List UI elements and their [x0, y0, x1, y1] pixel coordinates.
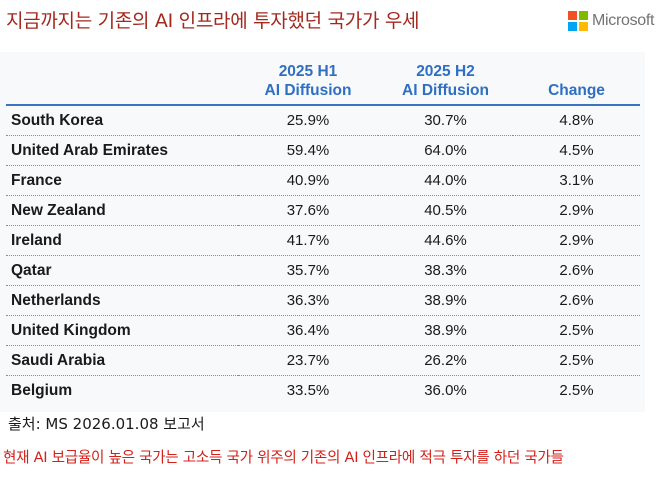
cell-change: 2.6%: [513, 285, 640, 316]
cell-country: South Korea: [6, 105, 238, 136]
ai-diffusion-table: 2025 H1 AI Diffusion 2025 H2 AI Diffusio…: [6, 62, 640, 405]
cell-h1: 36.3%: [238, 285, 378, 316]
logo-square-green: [579, 11, 588, 20]
table-row: Qatar 35.7% 38.3% 2.6%: [6, 255, 640, 286]
header-h2-line2: AI Diffusion: [402, 82, 489, 99]
microsoft-logo: Microsoft: [568, 11, 655, 31]
cell-country: United Arab Emirates: [6, 135, 238, 166]
cell-h1: 23.7%: [238, 345, 378, 376]
source-caption: 출처: MS 2026.01.08 보고서: [8, 415, 205, 433]
header-change-label: Change: [548, 82, 605, 99]
header-change: Change: [513, 62, 640, 106]
table-row: United Arab Emirates 59.4% 64.0% 4.5%: [6, 135, 640, 166]
cell-country: Ireland: [6, 225, 238, 256]
table-row: Ireland 41.7% 44.6% 2.9%: [6, 225, 640, 256]
cell-country: France: [6, 165, 238, 196]
logo-text: Microsoft: [592, 12, 655, 29]
cell-change: 2.6%: [513, 255, 640, 286]
cell-h1: 36.4%: [238, 315, 378, 346]
header-h1-line2: AI Diffusion: [264, 82, 352, 99]
cell-change: 2.9%: [513, 195, 640, 226]
table-row: Saudi Arabia 23.7% 26.2% 2.5%: [6, 345, 640, 376]
cell-change: 4.8%: [513, 105, 640, 136]
cell-h2: 44.6%: [378, 225, 513, 256]
header-h2-line1: 2025 H2: [416, 63, 475, 80]
cell-h2: 38.9%: [378, 315, 513, 346]
cell-change: 4.5%: [513, 135, 640, 166]
cell-h2: 38.9%: [378, 285, 513, 316]
cell-change: 3.1%: [513, 165, 640, 196]
table-row: Netherlands 36.3% 38.9% 2.6%: [6, 285, 640, 316]
cell-h1: 35.7%: [238, 255, 378, 286]
cell-change: 2.5%: [513, 315, 640, 346]
cell-country: Saudi Arabia: [6, 345, 238, 376]
cell-h2: 38.3%: [378, 255, 513, 286]
table-row: United Kingdom 36.4% 38.9% 2.5%: [6, 315, 640, 346]
cell-h1: 59.4%: [238, 135, 378, 166]
cell-change: 2.9%: [513, 225, 640, 256]
cell-change: 2.5%: [559, 382, 594, 399]
logo-square-yellow: [579, 22, 588, 31]
cell-change: 2.5%: [513, 345, 640, 376]
table-row: France 40.9% 44.0% 3.1%: [6, 165, 640, 196]
table-row: New Zealand 37.6% 40.5% 2.9%: [6, 195, 640, 226]
cell-country: New Zealand: [6, 195, 238, 226]
cell-h2: 26.2%: [378, 345, 513, 376]
table-row: South Korea 25.9% 30.7% 4.8%: [6, 105, 640, 136]
microsoft-logo-icon: [568, 11, 588, 31]
cell-h1: 33.5%: [286, 382, 330, 399]
cell-country: Netherlands: [6, 285, 238, 316]
cell-country: Qatar: [6, 255, 238, 286]
header-country: [6, 62, 238, 106]
cell-h1: 41.7%: [238, 225, 378, 256]
table-panel: 2025 H1 AI Diffusion 2025 H2 AI Diffusio…: [0, 52, 645, 412]
cell-h2: 30.7%: [378, 105, 513, 136]
cell-h2: 36.0%: [424, 382, 467, 399]
cell-country: United Kingdom: [6, 315, 238, 346]
cell-country: Belgium: [11, 381, 73, 399]
page-title: 지금까지는 기존의 AI 인프라에 투자했던 국가가 우세: [6, 10, 420, 32]
cell-h2: 64.0%: [378, 135, 513, 166]
header-h2: 2025 H2 AI Diffusion: [378, 62, 513, 106]
header-h1: 2025 H1 AI Diffusion: [238, 62, 378, 106]
table-row: Belgium 33.5% 36.0% 2.5%: [6, 376, 640, 406]
table-header-row: 2025 H1 AI Diffusion 2025 H2 AI Diffusio…: [6, 62, 640, 106]
summary-note: 현재 AI 보급율이 높은 국가는 고소득 국가 위주의 기존의 AI 인프라에…: [3, 449, 564, 466]
cell-h2: 44.0%: [378, 165, 513, 196]
cell-h1: 40.9%: [238, 165, 378, 196]
cell-h1: 25.9%: [238, 105, 378, 136]
cell-h2: 40.5%: [378, 195, 513, 226]
logo-square-blue: [568, 22, 577, 31]
header-h1-line1: 2025 H1: [278, 63, 338, 80]
logo-square-red: [568, 11, 577, 20]
cell-h1: 37.6%: [238, 195, 378, 226]
